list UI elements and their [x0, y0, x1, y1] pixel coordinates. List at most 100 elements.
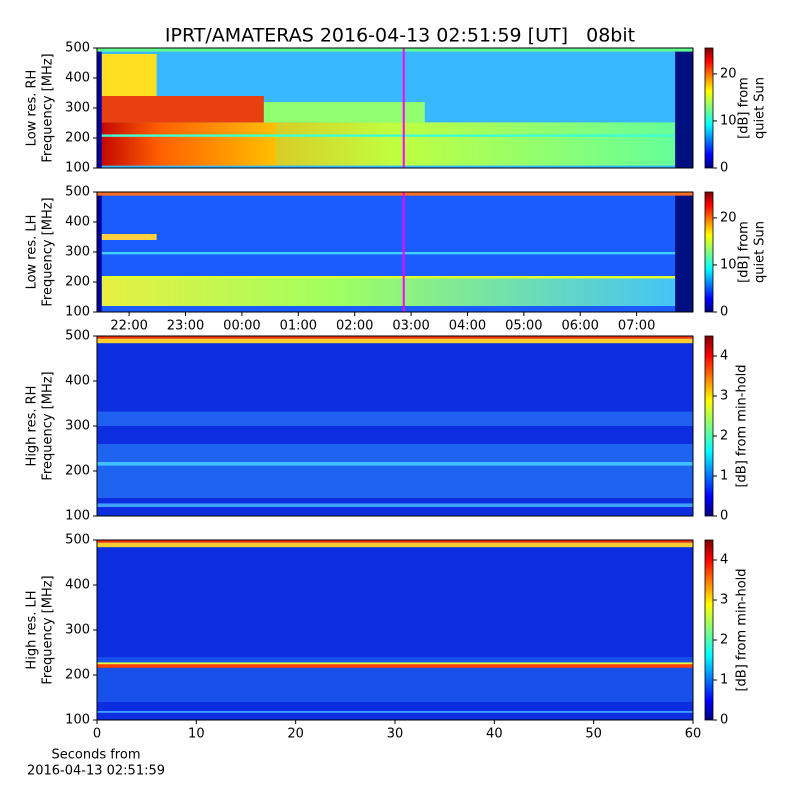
spectrogram-texture [97, 48, 102, 168]
spectrogram-texture [97, 338, 693, 344]
colorbar-label: quiet Sun [753, 77, 768, 139]
colorbar-tick-label: 4 [720, 553, 728, 568]
colorbar-label: [dB] from [737, 77, 752, 139]
y-axis-label: Frequency [MHz] [41, 371, 56, 480]
spectrogram-texture [97, 54, 157, 96]
spectrogram-texture [97, 192, 102, 312]
y-tick-label: 100 [65, 509, 90, 524]
y-axis-label: High res. RH [25, 386, 40, 467]
spectrogram-texture [97, 96, 264, 123]
y-tick-label: 100 [65, 305, 90, 320]
y-tick-label: 200 [65, 668, 90, 683]
spectrogram-texture [97, 192, 693, 196]
x-tick-label: 60 [685, 727, 702, 742]
colorbar-tick-label: 10 [720, 257, 737, 272]
spectrogram-texture [97, 48, 693, 52]
y-tick-label: 300 [65, 419, 90, 434]
y-tick-label: 200 [65, 275, 90, 290]
x-tick-label: 22:00 [110, 319, 147, 334]
colorbar-label: quiet Sun [753, 221, 768, 283]
y-tick-label: 200 [65, 464, 90, 479]
colorbar-tick-label: 20 [720, 210, 737, 225]
colorbar-tick-label: 2 [720, 429, 728, 444]
spectrogram-texture [97, 336, 693, 339]
colorbar-tick-label: 0 [720, 509, 728, 524]
panel: 100 200 300 400 500 High res. RH Frequency [MH… [25, 329, 750, 524]
colorbar-tick-label: 0 [720, 713, 728, 728]
spectrogram-texture [97, 444, 693, 498]
x-tick-label: 10 [188, 727, 205, 742]
colorbar-tick-label: 1 [720, 673, 728, 688]
x-tick-label: 04:00 [449, 319, 486, 334]
colorbar-tick-label: 0 [720, 161, 728, 176]
x-tick-label: 06:00 [561, 319, 598, 334]
colorbar [704, 335, 714, 517]
spectrogram-texture [97, 540, 693, 543]
x-tick-label: 07:00 [618, 319, 655, 334]
spectrogram-texture [97, 276, 693, 306]
y-axis-label: Frequency [MHz] [41, 575, 56, 684]
spectrogram-texture [97, 664, 693, 668]
x-tick-label: 01:00 [280, 319, 317, 334]
colorbar-tick-label: 2 [720, 633, 728, 648]
x-tick-label: 03:00 [392, 319, 429, 334]
colorbar-tick-label: 10 [720, 113, 737, 128]
x-tick-label: 20 [287, 727, 304, 742]
colorbar-label: [dB] from min-hold [735, 568, 750, 691]
colorbar-tick-label: 20 [720, 66, 737, 81]
x-tick-label: 05:00 [505, 319, 542, 334]
y-tick-label: 100 [65, 161, 90, 176]
colorbar-tick-label: 3 [720, 593, 728, 608]
spectrogram-texture [675, 48, 693, 168]
spectrogram-texture [675, 192, 693, 312]
colorbar [704, 539, 714, 721]
x-axis-label: 2016-04-13 02:51:59 [27, 764, 165, 779]
y-tick-label: 300 [65, 623, 90, 638]
y-tick-label: 400 [65, 374, 90, 389]
y-tick-label: 300 [65, 101, 90, 116]
spectrogram-texture [97, 711, 693, 713]
spectrogram-texture [97, 234, 157, 240]
spectrogram-texture [263, 102, 425, 123]
y-axis-label: Low res. LH [25, 215, 40, 290]
x-tick-label: 40 [486, 727, 503, 742]
x-axis-label: Seconds from [51, 748, 140, 763]
y-tick-label: 400 [65, 71, 90, 86]
x-tick-label: 02:00 [336, 319, 373, 334]
x-tick-label: 0 [93, 727, 101, 742]
spectrogram-texture [97, 134, 693, 137]
colorbar-tick-label: 3 [720, 389, 728, 404]
spectrogram-texture [97, 276, 693, 279]
colorbar [704, 191, 714, 313]
x-tick-label: 30 [387, 727, 404, 742]
colorbar-label: [dB] from min-hold [735, 364, 750, 487]
spectrogram-texture [97, 252, 693, 255]
y-tick-label: 400 [65, 578, 90, 593]
y-tick-label: 300 [65, 245, 90, 260]
colorbar-tick-label: 0 [720, 305, 728, 320]
spectrogram-texture [97, 462, 693, 466]
y-tick-label: 500 [65, 329, 90, 344]
colorbar-label: [dB] from [737, 221, 752, 283]
colorbar-tick-label: 4 [720, 349, 728, 364]
spectrogram-texture [97, 503, 693, 507]
x-tick-label: 50 [585, 727, 602, 742]
y-axis-label: Low res. RH [25, 70, 40, 147]
colorbar-tick-label: 1 [720, 469, 728, 484]
y-tick-label: 500 [65, 185, 90, 200]
y-tick-label: 500 [65, 533, 90, 548]
spectrogram-texture [97, 542, 693, 548]
chart-title: IPRT/AMATERAS 2016-04-13 02:51:59 [UT] 0… [165, 25, 635, 47]
colorbar [704, 47, 714, 169]
y-axis-label: Frequency [MHz] [41, 53, 56, 162]
x-tick-label: 00:00 [223, 319, 260, 334]
y-axis-label: Frequency [MHz] [41, 197, 56, 306]
y-tick-label: 400 [65, 215, 90, 230]
y-axis-label: High res. LH [25, 590, 40, 669]
y-tick-label: 200 [65, 131, 90, 146]
